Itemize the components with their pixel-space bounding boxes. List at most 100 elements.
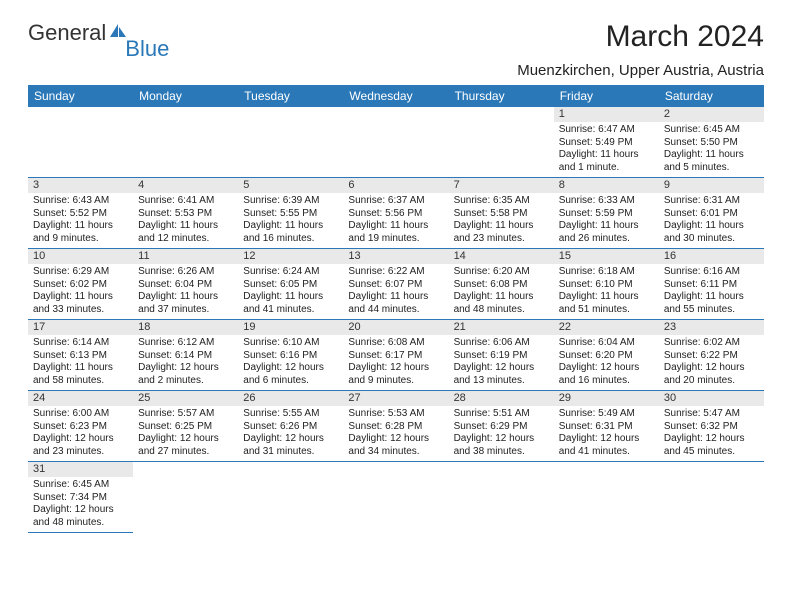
sunset-text: Sunset: 6:05 PM — [243, 279, 338, 292]
day-details: Sunrise: 6:08 AMSunset: 6:17 PMDaylight:… — [343, 335, 448, 390]
sunset-text: Sunset: 6:11 PM — [664, 279, 759, 292]
daylight-text: Daylight: 11 hours — [664, 291, 759, 304]
calendar-day-cell: 7Sunrise: 6:35 AMSunset: 5:58 PMDaylight… — [449, 178, 554, 249]
location-label: Muenzkirchen, Upper Austria, Austria — [28, 62, 764, 79]
calendar-week-row: 3Sunrise: 6:43 AMSunset: 5:52 PMDaylight… — [28, 178, 764, 249]
sunset-text: Sunset: 6:10 PM — [559, 279, 654, 292]
day-details: Sunrise: 6:37 AMSunset: 5:56 PMDaylight:… — [343, 193, 448, 248]
day-number: 24 — [28, 391, 133, 406]
day-number: 15 — [554, 249, 659, 264]
daylight-text: Daylight: 11 hours — [348, 220, 443, 233]
sunrise-text: Sunrise: 5:51 AM — [454, 408, 549, 421]
daylight-text: Daylight: 11 hours — [138, 220, 233, 233]
sunrise-text: Sunrise: 6:18 AM — [559, 266, 654, 279]
weekday-header: Wednesday — [343, 85, 448, 107]
sunset-text: Sunset: 5:56 PM — [348, 208, 443, 221]
calendar-day-cell: 31Sunrise: 6:45 AMSunset: 7:34 PMDayligh… — [28, 462, 133, 533]
daylight-text: Daylight: 12 hours — [664, 433, 759, 446]
sunrise-text: Sunrise: 6:41 AM — [138, 195, 233, 208]
calendar-day-cell: 22Sunrise: 6:04 AMSunset: 6:20 PMDayligh… — [554, 320, 659, 391]
day-details: Sunrise: 6:26 AMSunset: 6:04 PMDaylight:… — [133, 264, 238, 319]
sunset-text: Sunset: 6:14 PM — [138, 350, 233, 363]
daylight-text: and 37 minutes. — [138, 304, 233, 317]
calendar-day-cell — [343, 462, 448, 533]
calendar-day-cell — [238, 462, 343, 533]
sunrise-text: Sunrise: 6:39 AM — [243, 195, 338, 208]
sunrise-text: Sunrise: 5:55 AM — [243, 408, 338, 421]
daylight-text: and 20 minutes. — [664, 375, 759, 388]
day-number: 9 — [659, 178, 764, 193]
day-number: 16 — [659, 249, 764, 264]
sunrise-text: Sunrise: 6:45 AM — [33, 479, 128, 492]
day-details: Sunrise: 5:49 AMSunset: 6:31 PMDaylight:… — [554, 406, 659, 461]
daylight-text: and 12 minutes. — [138, 233, 233, 246]
sunrise-text: Sunrise: 6:20 AM — [454, 266, 549, 279]
calendar-day-cell — [343, 107, 448, 178]
calendar-day-cell — [28, 107, 133, 178]
day-number: 14 — [449, 249, 554, 264]
sunset-text: Sunset: 5:58 PM — [454, 208, 549, 221]
calendar-day-cell — [238, 107, 343, 178]
daylight-text: and 30 minutes. — [664, 233, 759, 246]
daylight-text: and 9 minutes. — [33, 233, 128, 246]
daylight-text: Daylight: 12 hours — [348, 362, 443, 375]
sunrise-text: Sunrise: 6:31 AM — [664, 195, 759, 208]
day-number: 19 — [238, 320, 343, 335]
sunset-text: Sunset: 6:23 PM — [33, 421, 128, 434]
daylight-text: Daylight: 11 hours — [348, 291, 443, 304]
logo-text2: Blue — [125, 36, 169, 62]
calendar-week-row: 17Sunrise: 6:14 AMSunset: 6:13 PMDayligh… — [28, 320, 764, 391]
daylight-text: Daylight: 11 hours — [33, 362, 128, 375]
sunset-text: Sunset: 6:02 PM — [33, 279, 128, 292]
sunset-text: Sunset: 5:53 PM — [138, 208, 233, 221]
daylight-text: and 2 minutes. — [138, 375, 233, 388]
weekday-header: Sunday — [28, 85, 133, 107]
calendar-week-row: 10Sunrise: 6:29 AMSunset: 6:02 PMDayligh… — [28, 249, 764, 320]
day-number: 20 — [343, 320, 448, 335]
day-number: 25 — [133, 391, 238, 406]
weekday-header: Friday — [554, 85, 659, 107]
day-number: 12 — [238, 249, 343, 264]
calendar-day-cell: 27Sunrise: 5:53 AMSunset: 6:28 PMDayligh… — [343, 391, 448, 462]
sunrise-text: Sunrise: 5:49 AM — [559, 408, 654, 421]
sunrise-text: Sunrise: 5:47 AM — [664, 408, 759, 421]
daylight-text: Daylight: 11 hours — [454, 291, 549, 304]
daylight-text: and 45 minutes. — [664, 446, 759, 459]
page-title: March 2024 — [606, 20, 764, 54]
day-number: 31 — [28, 462, 133, 477]
day-number: 8 — [554, 178, 659, 193]
daylight-text: Daylight: 11 hours — [33, 220, 128, 233]
daylight-text: Daylight: 11 hours — [559, 220, 654, 233]
sunset-text: Sunset: 6:17 PM — [348, 350, 443, 363]
daylight-text: and 5 minutes. — [664, 162, 759, 175]
day-details: Sunrise: 6:33 AMSunset: 5:59 PMDaylight:… — [554, 193, 659, 248]
daylight-text: Daylight: 12 hours — [559, 362, 654, 375]
weekday-header: Saturday — [659, 85, 764, 107]
sunrise-text: Sunrise: 6:35 AM — [454, 195, 549, 208]
sunset-text: Sunset: 5:52 PM — [33, 208, 128, 221]
sunrise-text: Sunrise: 6:06 AM — [454, 337, 549, 350]
sunrise-text: Sunrise: 6:02 AM — [664, 337, 759, 350]
day-details: Sunrise: 6:22 AMSunset: 6:07 PMDaylight:… — [343, 264, 448, 319]
sunset-text: Sunset: 6:31 PM — [559, 421, 654, 434]
sunset-text: Sunset: 6:19 PM — [454, 350, 549, 363]
sunset-text: Sunset: 5:50 PM — [664, 137, 759, 150]
weekday-header: Monday — [133, 85, 238, 107]
logo: General — [28, 20, 128, 46]
calendar-day-cell: 1Sunrise: 6:47 AMSunset: 5:49 PMDaylight… — [554, 107, 659, 178]
day-details: Sunrise: 6:39 AMSunset: 5:55 PMDaylight:… — [238, 193, 343, 248]
day-number: 3 — [28, 178, 133, 193]
sunrise-text: Sunrise: 6:22 AM — [348, 266, 443, 279]
calendar-day-cell: 26Sunrise: 5:55 AMSunset: 6:26 PMDayligh… — [238, 391, 343, 462]
sunset-text: Sunset: 6:29 PM — [454, 421, 549, 434]
calendar-day-cell: 11Sunrise: 6:26 AMSunset: 6:04 PMDayligh… — [133, 249, 238, 320]
daylight-text: and 31 minutes. — [243, 446, 338, 459]
daylight-text: and 19 minutes. — [348, 233, 443, 246]
daylight-text: and 23 minutes. — [33, 446, 128, 459]
calendar-day-cell: 9Sunrise: 6:31 AMSunset: 6:01 PMDaylight… — [659, 178, 764, 249]
calendar-day-cell — [659, 462, 764, 533]
daylight-text: Daylight: 11 hours — [33, 291, 128, 304]
daylight-text: Daylight: 12 hours — [33, 504, 128, 517]
calendar-day-cell: 12Sunrise: 6:24 AMSunset: 6:05 PMDayligh… — [238, 249, 343, 320]
calendar-day-cell — [449, 107, 554, 178]
